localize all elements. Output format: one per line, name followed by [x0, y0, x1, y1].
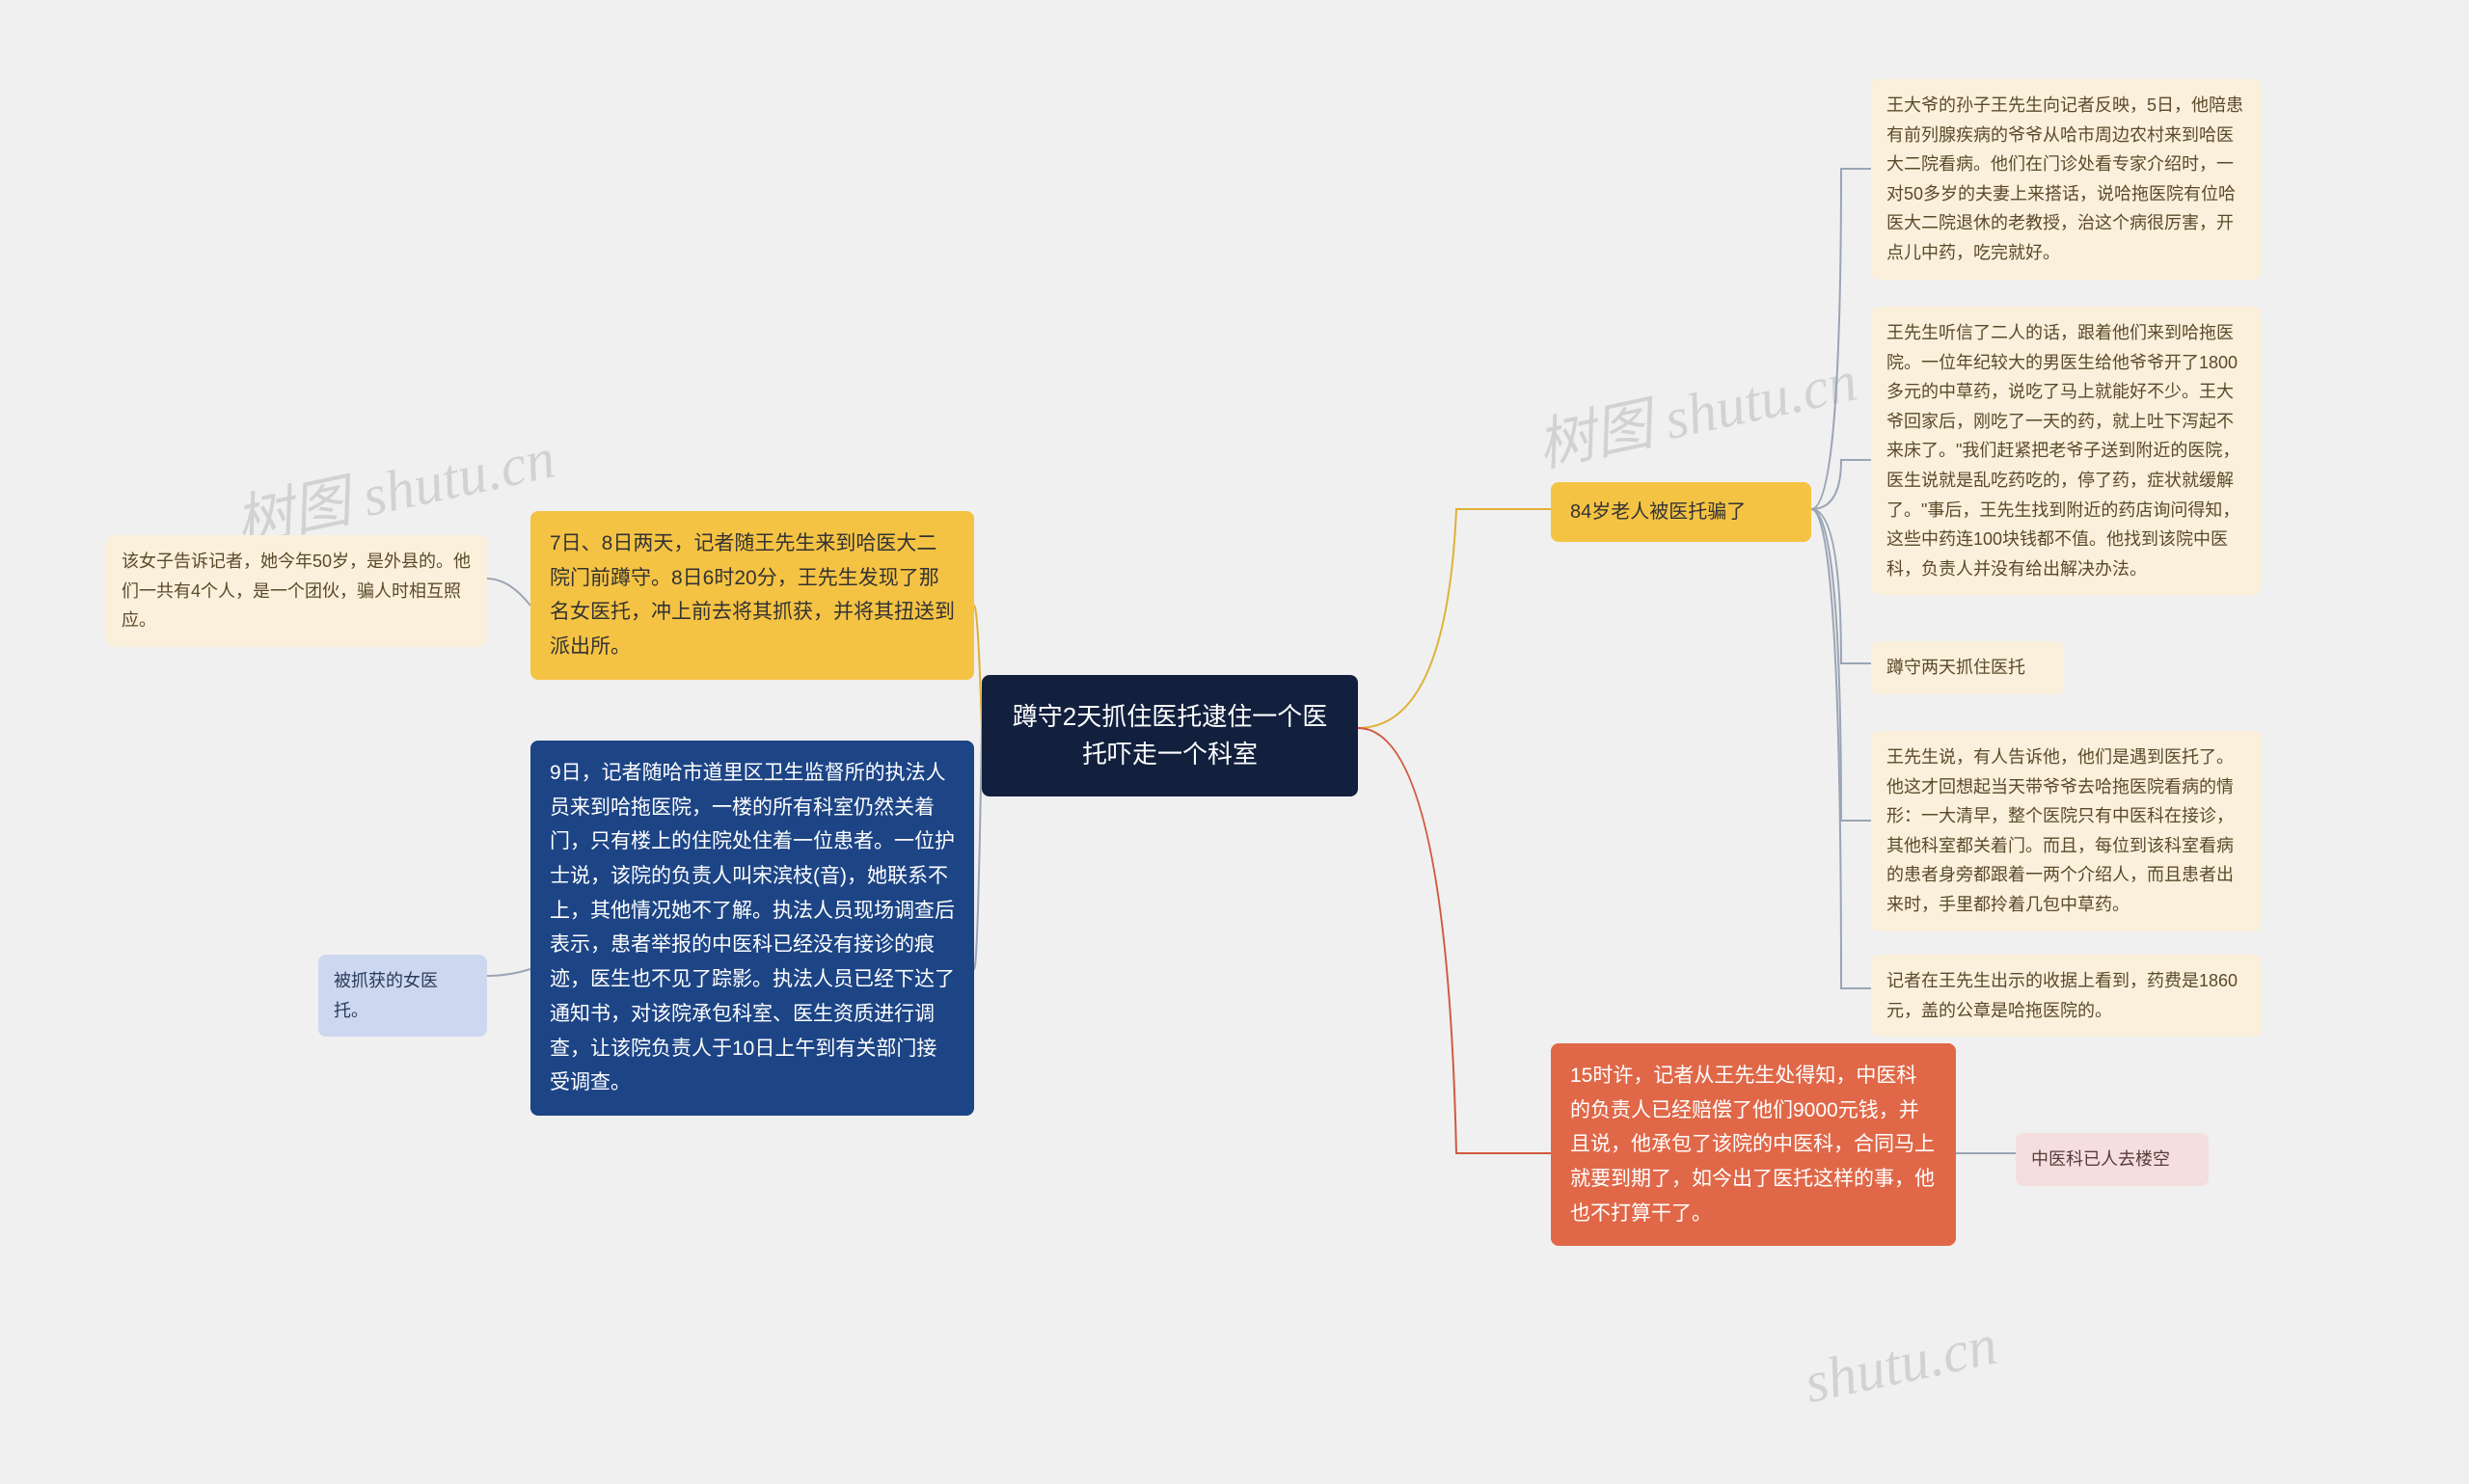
watermark: shutu.cn	[1799, 1311, 2003, 1417]
right-leaf-3[interactable]: 蹲守两天抓住医托	[1871, 641, 2064, 694]
right-leaf-4[interactable]: 王先生说，有人告诉他，他们是遇到医托了。他这才回想起当天带爷爷去哈拖医院看病的情…	[1871, 731, 2262, 931]
left-bottom-leaf[interactable]: 被抓获的女医托。	[318, 955, 487, 1037]
right-leaf-2[interactable]: 王先生听信了二人的话，跟着他们来到哈拖医院。一位年纪较大的男医生给他爷爷开了18…	[1871, 307, 2262, 595]
right-badge-node[interactable]: 84岁老人被医托骗了	[1551, 482, 1811, 542]
watermark: 树图 shutu.cn	[1529, 334, 1863, 483]
right-red-leaf[interactable]: 中医科已人去楼空	[2016, 1133, 2209, 1186]
mindmap-container: 树图 shutu.cn 树图 shutu.cn shutu.cn 蹲守2天抓住医…	[0, 0, 2469, 1484]
left-top-node[interactable]: 7日、8日两天，记者随王先生来到哈医大二院门前蹲守。8日6时20分，王先生发现了…	[530, 511, 974, 680]
left-bottom-node[interactable]: 9日，记者随哈市道里区卫生监督所的执法人员来到哈拖医院，一楼的所有科室仍然关着门…	[530, 741, 974, 1116]
right-leaf-5[interactable]: 记者在王先生出示的收据上看到，药费是1860元，盖的公章是哈拖医院的。	[1871, 955, 2262, 1037]
right-leaf-1[interactable]: 王大爷的孙子王先生向记者反映，5日，他陪患有前列腺疾病的爷爷从哈市周边农村来到哈…	[1871, 79, 2262, 280]
right-red-node[interactable]: 15时许，记者从王先生处得知，中医科的负责人已经赔偿了他们9000元钱，并且说，…	[1551, 1043, 1956, 1246]
center-node[interactable]: 蹲守2天抓住医托逮住一个医托吓走一个科室	[982, 675, 1358, 796]
left-top-leaf[interactable]: 该女子告诉记者，她今年50岁，是外县的。他们一共有4个人，是一个团伙，骗人时相互…	[106, 535, 487, 647]
